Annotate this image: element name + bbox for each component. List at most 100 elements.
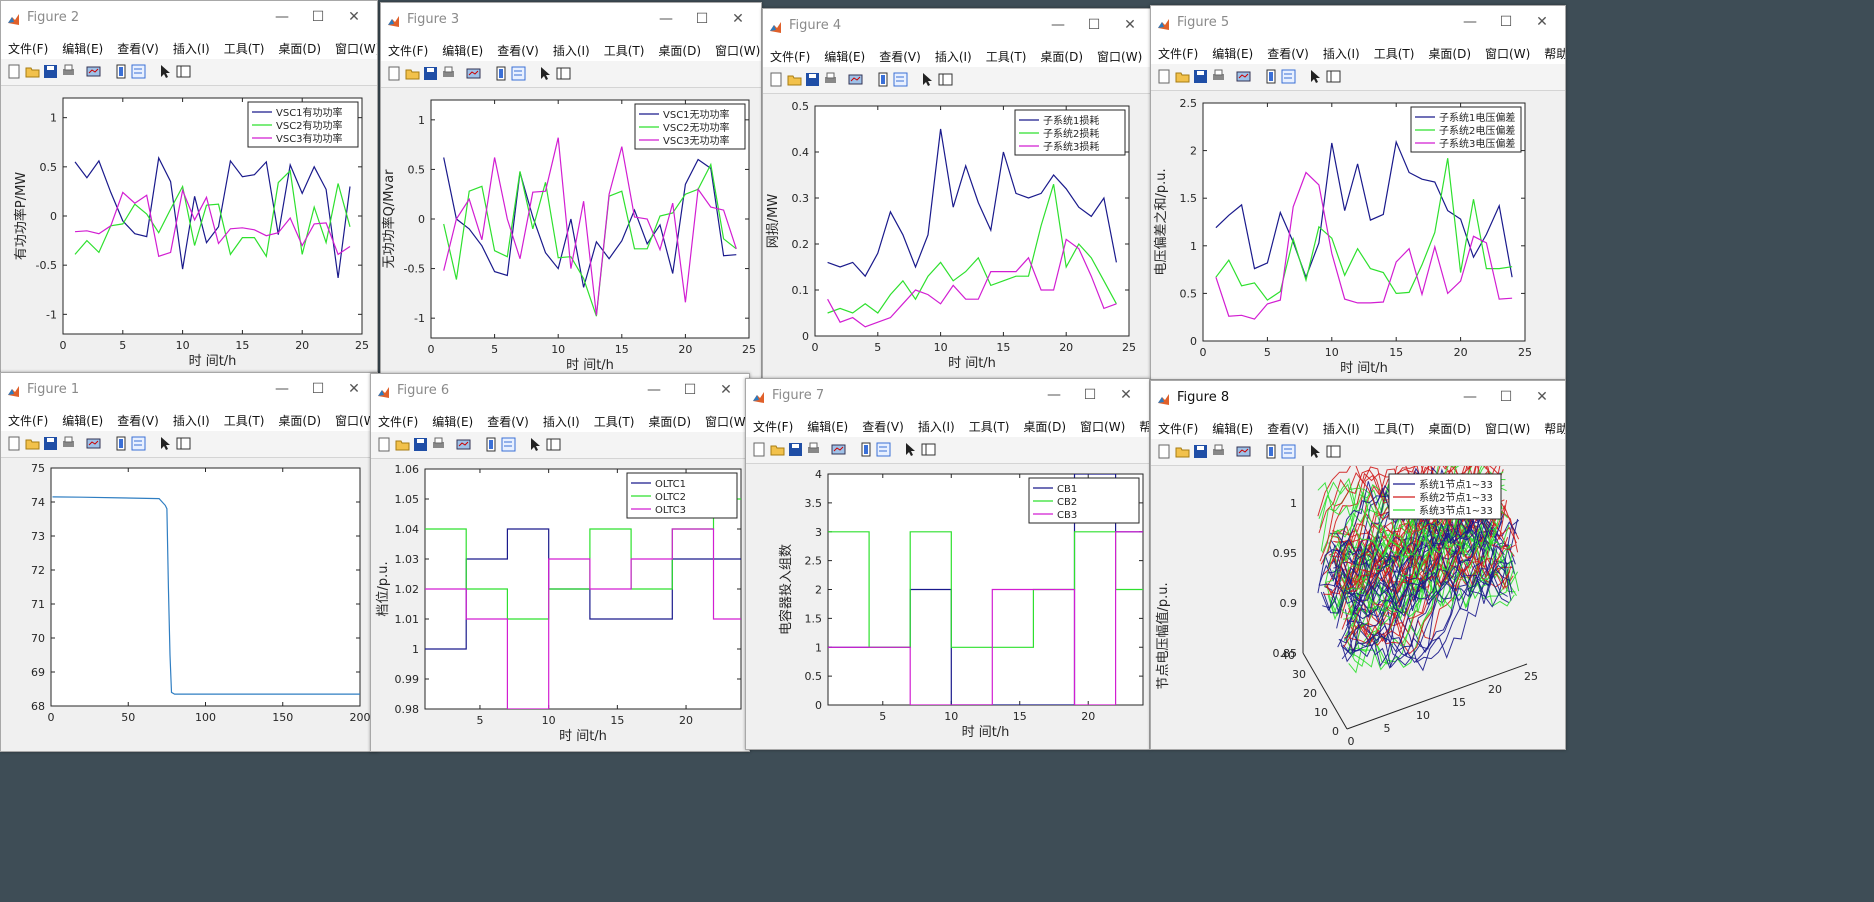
- save-icon[interactable]: [423, 66, 438, 81]
- menu-item[interactable]: 文件(F): [8, 414, 49, 428]
- link-plot-icon[interactable]: [466, 66, 481, 81]
- menu-item[interactable]: 编辑(E): [1212, 422, 1254, 436]
- open-icon[interactable]: [1175, 444, 1190, 459]
- save-icon[interactable]: [788, 442, 803, 457]
- minimize-icon[interactable]: —: [1051, 17, 1065, 33]
- menu-item[interactable]: 插入(I): [552, 44, 590, 58]
- menu-item[interactable]: 插入(I): [1322, 47, 1360, 61]
- menu-item[interactable]: 插入(I): [542, 415, 580, 429]
- property-inspector-icon[interactable]: [176, 436, 191, 451]
- print-icon[interactable]: [431, 437, 446, 452]
- open-icon[interactable]: [405, 66, 420, 81]
- open-icon[interactable]: [25, 64, 40, 79]
- link-plot-icon[interactable]: [848, 72, 863, 87]
- menu-item[interactable]: 窗口(W): [335, 42, 377, 56]
- print-icon[interactable]: [1211, 69, 1226, 84]
- menu-item[interactable]: 编辑(E): [432, 415, 474, 429]
- title-bar[interactable]: Figure 1 — ☐ ✕: [1, 373, 377, 407]
- menu-item[interactable]: 插入(I): [172, 42, 210, 56]
- minimize-icon[interactable]: —: [275, 9, 289, 25]
- menu-item[interactable]: 工具(T): [985, 50, 1027, 64]
- menu-item[interactable]: 工具(T): [1373, 422, 1415, 436]
- menu-item[interactable]: 查看(V): [487, 415, 529, 429]
- maximize-icon[interactable]: ☐: [311, 381, 325, 397]
- menu-item[interactable]: 查看(V): [497, 44, 539, 58]
- menu-item[interactable]: 查看(V): [117, 414, 159, 428]
- legend-icon[interactable]: [131, 436, 146, 451]
- menu-item[interactable]: 编辑(E): [62, 42, 104, 56]
- menu-item[interactable]: 文件(F): [378, 415, 419, 429]
- menu-item[interactable]: 查看(V): [862, 420, 904, 434]
- print-icon[interactable]: [1211, 444, 1226, 459]
- new-figure-icon[interactable]: [387, 66, 402, 81]
- menu-item[interactable]: 桌面(D): [648, 415, 692, 429]
- menu-item[interactable]: 窗口(W): [705, 415, 749, 429]
- menu-item[interactable]: 编辑(E): [824, 50, 866, 64]
- new-figure-icon[interactable]: [7, 436, 22, 451]
- property-inspector-icon[interactable]: [556, 66, 571, 81]
- menu-item[interactable]: 文件(F): [388, 44, 429, 58]
- menu-item[interactable]: 查看(V): [1267, 47, 1309, 61]
- close-icon[interactable]: ✕: [1536, 14, 1548, 30]
- open-icon[interactable]: [787, 72, 802, 87]
- title-bar[interactable]: Figure 4 — ☐ ✕: [763, 9, 1153, 43]
- link-plot-icon[interactable]: [456, 437, 471, 452]
- new-figure-icon[interactable]: [752, 442, 767, 457]
- menu-item[interactable]: 窗口(W): [1097, 50, 1143, 64]
- menu-item[interactable]: 工具(T): [223, 414, 265, 428]
- maximize-icon[interactable]: ☐: [1087, 17, 1101, 33]
- print-icon[interactable]: [61, 436, 76, 451]
- menu-item[interactable]: 桌面(D): [1040, 50, 1084, 64]
- edit-plot-icon[interactable]: [1308, 444, 1323, 459]
- open-icon[interactable]: [25, 436, 40, 451]
- link-plot-icon[interactable]: [86, 64, 101, 79]
- title-bar[interactable]: Figure 2 — ☐ ✕: [1, 1, 377, 35]
- save-icon[interactable]: [43, 436, 58, 451]
- link-plot-icon[interactable]: [1236, 444, 1251, 459]
- property-inspector-icon[interactable]: [176, 64, 191, 79]
- maximize-icon[interactable]: ☐: [1083, 387, 1097, 403]
- minimize-icon[interactable]: —: [659, 11, 673, 27]
- property-inspector-icon[interactable]: [938, 72, 953, 87]
- colorbar-icon[interactable]: [114, 64, 129, 79]
- close-icon[interactable]: ✕: [720, 382, 732, 398]
- open-icon[interactable]: [395, 437, 410, 452]
- menu-item[interactable]: 帮助(H): [1132, 413, 1149, 435]
- menu-item[interactable]: 编辑(E): [1212, 47, 1254, 61]
- maximize-icon[interactable]: ☐: [695, 11, 709, 27]
- legend-icon[interactable]: [876, 442, 891, 457]
- menu-item[interactable]: 插入(I): [172, 414, 210, 428]
- property-inspector-icon[interactable]: [921, 442, 936, 457]
- minimize-icon[interactable]: —: [275, 381, 289, 397]
- menu-item[interactable]: 窗口(W): [715, 44, 761, 58]
- maximize-icon[interactable]: ☐: [1499, 14, 1513, 30]
- open-icon[interactable]: [1175, 69, 1190, 84]
- colorbar-icon[interactable]: [494, 66, 509, 81]
- menu-item[interactable]: 桌面(D): [278, 414, 322, 428]
- menu-item[interactable]: 查看(V): [117, 42, 159, 56]
- title-bar[interactable]: Figure 8 — ☐ ✕: [1151, 381, 1565, 415]
- menu-item[interactable]: 工具(T): [1373, 47, 1415, 61]
- legend-icon[interactable]: [501, 437, 516, 452]
- menu-item[interactable]: 查看(V): [879, 50, 921, 64]
- link-plot-icon[interactable]: [1236, 69, 1251, 84]
- close-icon[interactable]: ✕: [1536, 389, 1548, 405]
- menu-item[interactable]: 文件(F): [770, 50, 811, 64]
- close-icon[interactable]: ✕: [348, 381, 360, 397]
- menu-item[interactable]: 编辑(E): [62, 414, 104, 428]
- close-icon[interactable]: ✕: [732, 11, 744, 27]
- new-figure-icon[interactable]: [1157, 69, 1172, 84]
- menu-item[interactable]: 桌面(D): [658, 44, 702, 58]
- edit-plot-icon[interactable]: [1308, 69, 1323, 84]
- figure-window[interactable]: Figure 3 — ☐ ✕ 文件(F) 编辑(E) 查看(V) 插入(I) 工具(T) 桌面(D…: [380, 2, 762, 380]
- menu-item[interactable]: 桌面(D): [1428, 422, 1472, 436]
- minimize-icon[interactable]: —: [647, 382, 661, 398]
- edit-plot-icon[interactable]: [920, 72, 935, 87]
- edit-plot-icon[interactable]: [158, 64, 173, 79]
- title-bar[interactable]: Figure 7 — ☐ ✕: [746, 379, 1149, 413]
- figure-window[interactable]: Figure 8 — ☐ ✕ 文件(F) 编辑(E) 查看(V) 插入(I) 工具(T) 桌面(D…: [1150, 380, 1566, 750]
- save-icon[interactable]: [1193, 69, 1208, 84]
- link-plot-icon[interactable]: [86, 436, 101, 451]
- colorbar-icon[interactable]: [114, 436, 129, 451]
- legend-icon[interactable]: [1281, 444, 1296, 459]
